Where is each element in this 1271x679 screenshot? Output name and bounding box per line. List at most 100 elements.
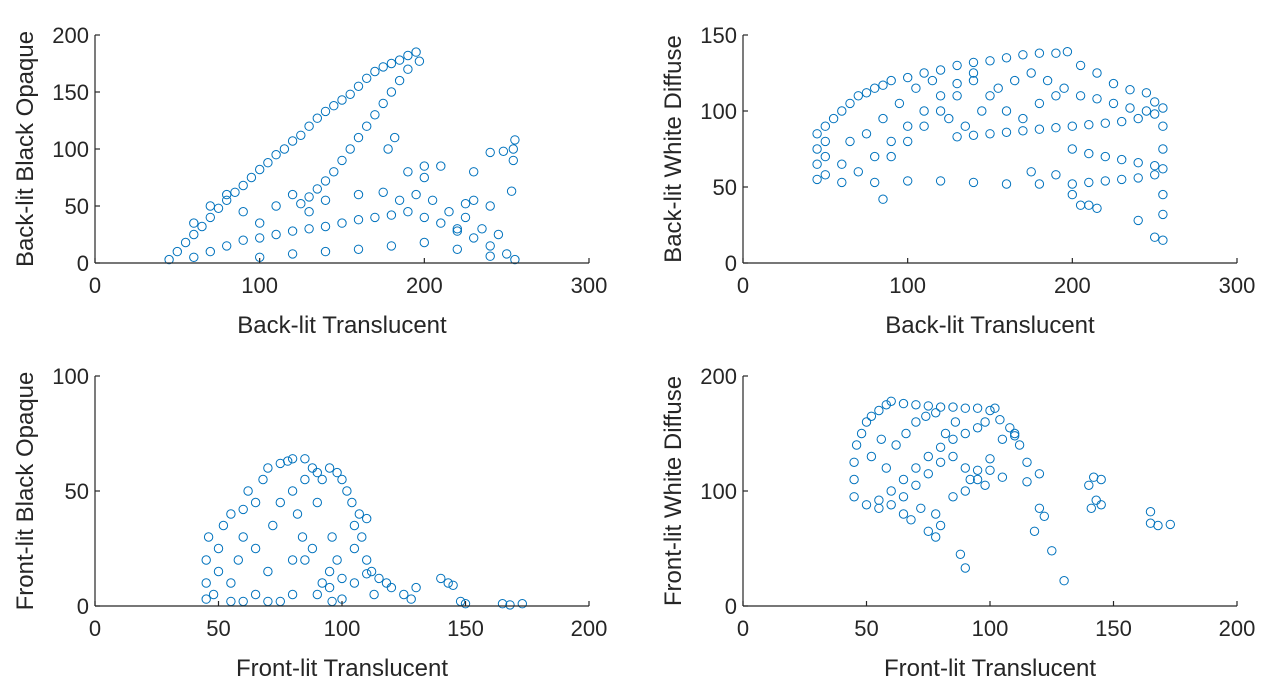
data-point bbox=[505, 600, 515, 610]
data-point bbox=[1125, 85, 1135, 95]
data-point bbox=[1059, 83, 1069, 93]
data-point bbox=[201, 578, 211, 588]
y-axis-label: Front-lit Black Opaque bbox=[12, 372, 39, 611]
y-tick-label: 100 bbox=[700, 479, 737, 504]
data-point bbox=[1133, 215, 1143, 226]
data-point bbox=[1150, 109, 1160, 119]
data-point bbox=[238, 596, 248, 607]
y-tick-label: 50 bbox=[65, 194, 89, 219]
data-point bbox=[849, 492, 859, 502]
data-point bbox=[502, 249, 512, 259]
data-point bbox=[935, 176, 946, 186]
data-point bbox=[369, 589, 379, 600]
data-point bbox=[952, 60, 962, 71]
data-point bbox=[960, 463, 970, 473]
data-point bbox=[935, 106, 946, 116]
data-point bbox=[997, 472, 1008, 482]
data-point bbox=[1034, 98, 1045, 109]
data-point bbox=[390, 132, 400, 143]
data-point bbox=[1075, 200, 1086, 210]
data-point bbox=[1022, 457, 1032, 467]
data-point bbox=[1108, 98, 1119, 109]
data-point bbox=[812, 144, 822, 154]
data-point bbox=[856, 428, 867, 439]
data-point bbox=[1022, 477, 1032, 487]
data-point bbox=[874, 503, 884, 513]
data-point bbox=[345, 89, 355, 100]
data-point bbox=[985, 91, 995, 101]
data-point bbox=[292, 509, 303, 519]
data-point bbox=[275, 497, 285, 508]
scatter-panel-3: 0 50 100 150 200 0 50 100 Front-lit Translucent F… bbox=[12, 364, 607, 679]
data-point bbox=[903, 136, 913, 147]
data-point bbox=[1001, 179, 1012, 189]
data-point bbox=[419, 161, 429, 171]
data-point bbox=[1165, 519, 1176, 530]
data-point bbox=[849, 474, 859, 485]
data-point bbox=[894, 98, 905, 109]
data-point bbox=[271, 229, 281, 240]
data-point bbox=[205, 201, 216, 211]
data-point bbox=[845, 136, 855, 147]
data-point bbox=[886, 136, 896, 147]
data-point bbox=[452, 226, 462, 236]
data-point bbox=[222, 189, 232, 200]
data-point bbox=[828, 113, 839, 124]
data-point bbox=[213, 203, 224, 214]
data-point bbox=[977, 106, 987, 116]
data-point bbox=[268, 520, 278, 531]
data-point bbox=[205, 246, 216, 257]
data-point bbox=[218, 520, 229, 531]
data-point bbox=[861, 129, 872, 139]
data-point bbox=[861, 417, 872, 427]
scatter-panel-4: 0 50 100 150 200 0 100 200 Front-lit Translucent… bbox=[660, 364, 1255, 679]
data-point bbox=[985, 129, 995, 139]
data-point bbox=[189, 252, 199, 262]
data-point bbox=[1158, 144, 1168, 154]
data-point bbox=[1158, 121, 1168, 131]
data-point bbox=[935, 65, 946, 75]
data-point bbox=[870, 151, 880, 162]
data-point bbox=[921, 411, 931, 421]
x-tick-label: 50 bbox=[206, 616, 230, 641]
data-point bbox=[1145, 507, 1156, 517]
data-point bbox=[1100, 151, 1111, 162]
data-point bbox=[870, 177, 880, 188]
data-point bbox=[931, 509, 941, 519]
data-point bbox=[866, 411, 877, 421]
data-point bbox=[378, 98, 388, 109]
data-point bbox=[1047, 546, 1057, 556]
data-point bbox=[935, 457, 946, 467]
data-point bbox=[1042, 75, 1053, 86]
data-point bbox=[258, 474, 268, 485]
data-point bbox=[923, 469, 933, 479]
data-point bbox=[394, 55, 405, 65]
data-point bbox=[853, 167, 863, 177]
data-point bbox=[1150, 232, 1160, 242]
data-point bbox=[386, 241, 397, 251]
data-point bbox=[1150, 97, 1160, 107]
data-point bbox=[263, 463, 273, 473]
data-point bbox=[837, 106, 847, 116]
data-point bbox=[968, 57, 979, 68]
data-point bbox=[1010, 428, 1020, 439]
x-axis-label: Back-lit Translucent bbox=[237, 312, 447, 339]
data-point bbox=[993, 83, 1003, 93]
data-point bbox=[1153, 520, 1163, 531]
data-point bbox=[386, 210, 397, 220]
data-point bbox=[898, 509, 909, 519]
data-point bbox=[197, 221, 207, 232]
data-point bbox=[876, 434, 886, 444]
data-point bbox=[485, 251, 495, 261]
data-point bbox=[1034, 48, 1045, 58]
data-point bbox=[919, 106, 929, 116]
data-point bbox=[881, 400, 891, 410]
data-point bbox=[287, 226, 298, 236]
data-point bbox=[324, 463, 335, 473]
x-tick-label: 150 bbox=[1095, 616, 1132, 641]
data-point bbox=[812, 174, 822, 185]
y-tick-label: 200 bbox=[52, 23, 89, 48]
data-point bbox=[378, 187, 388, 198]
data-point bbox=[1051, 91, 1061, 101]
x-tick-label: 300 bbox=[571, 273, 608, 298]
